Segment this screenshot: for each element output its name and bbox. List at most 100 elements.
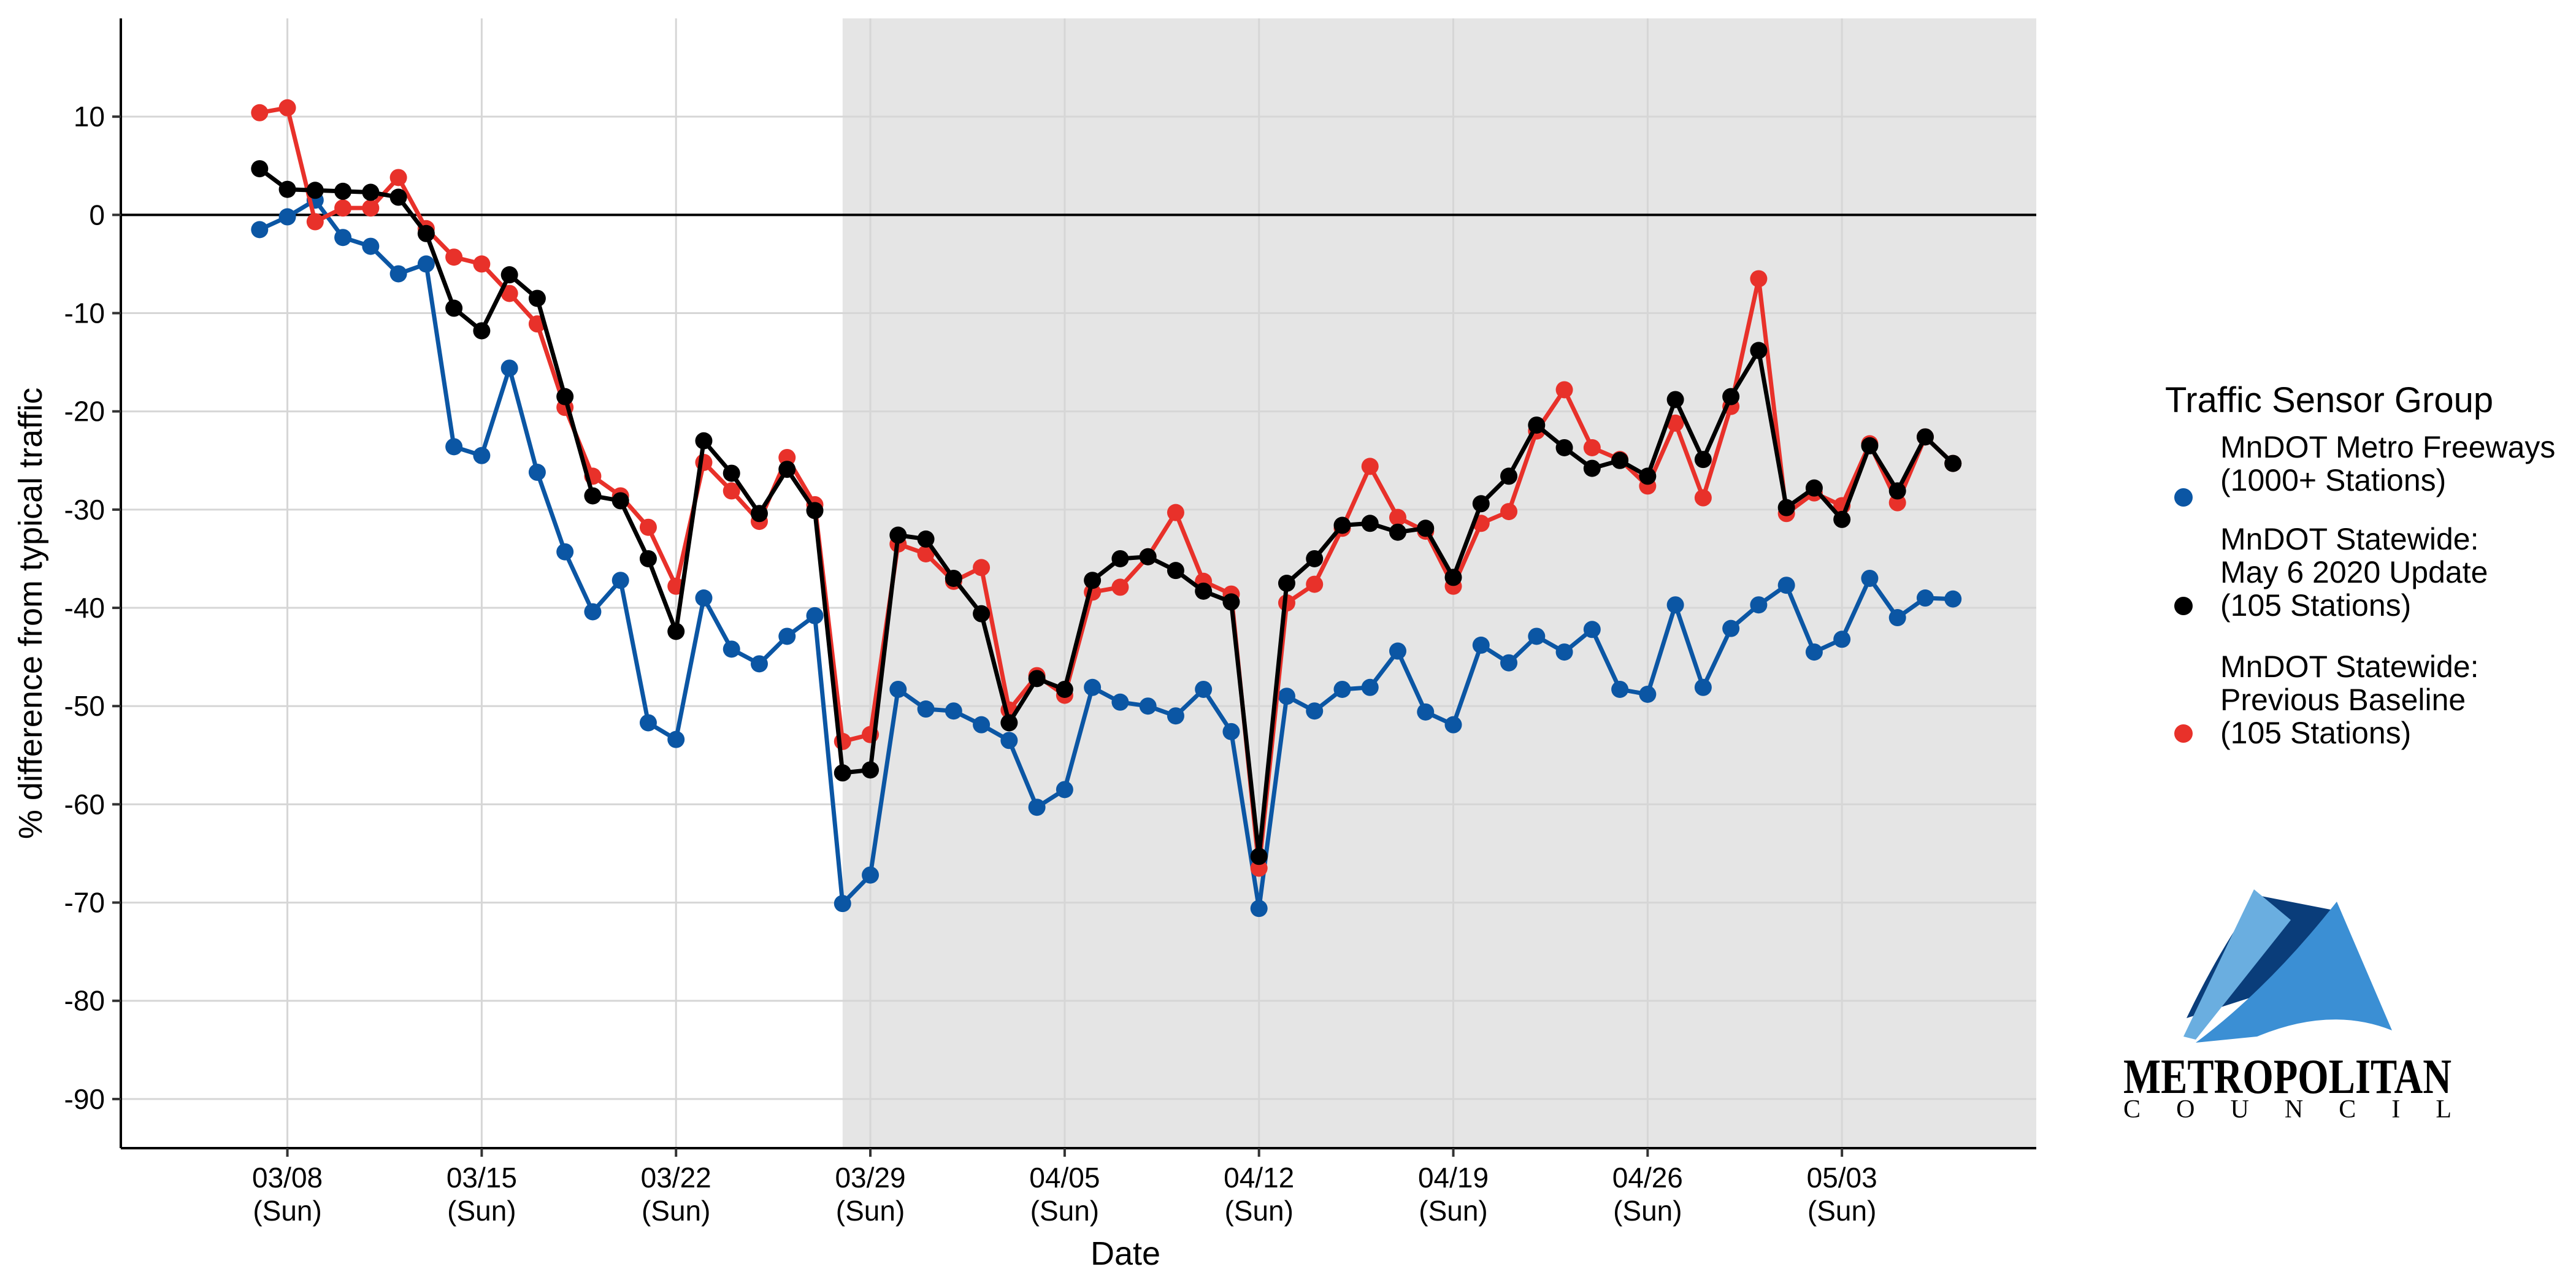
data-point [1611,680,1629,698]
data-point [362,237,380,255]
legend-title: Traffic Sensor Group [2165,380,2493,420]
x-tick-label-day: (Sun) [1807,1195,1876,1227]
data-point [1167,707,1184,725]
data-point [1139,548,1157,565]
data-point [1777,577,1795,594]
y-tick-label: -50 [64,690,105,722]
data-point [1777,499,1795,516]
data-point [445,248,463,266]
data-point [500,266,518,284]
data-point [1056,680,1073,698]
legend-label: (1000+ Stations) [2220,463,2446,497]
data-point [1888,482,1906,500]
data-point [1555,643,1573,661]
data-point [1278,575,1295,592]
data-point [278,208,296,226]
data-point [334,182,352,200]
data-point [362,199,380,217]
data-point [917,700,935,718]
y-tick-label: 0 [89,199,105,231]
data-point [1583,621,1601,638]
data-point [584,487,602,505]
data-point [1944,454,1962,472]
shaded-region [842,18,2036,1148]
data-point [1306,575,1324,593]
data-point [778,627,796,645]
data-point [1111,693,1129,711]
legend-label: MnDOT Statewide: [2220,522,2478,556]
y-tick-label: 10 [74,101,105,132]
data-point [1694,678,1712,696]
x-tick-label-day: (Sun) [1613,1195,1682,1227]
data-point [556,388,574,405]
data-point [1583,439,1601,456]
data-point [751,505,768,523]
data-point [1750,342,1768,359]
data-point [611,492,629,510]
data-point [1639,467,1657,485]
x-tick-label-date: 04/19 [1418,1162,1489,1194]
data-point [917,545,935,562]
data-point [1916,428,1934,446]
data-point [862,866,880,884]
x-tick-label-day: (Sun) [836,1195,905,1227]
y-tick-label: -80 [64,985,105,1017]
data-point [973,605,991,623]
data-point [251,104,269,121]
y-tick-label: -90 [64,1083,105,1115]
data-point [528,464,546,481]
data-point [1195,680,1213,698]
data-point [1361,458,1379,475]
data-point [1750,596,1768,614]
data-point [528,289,546,307]
x-tick-label-date: 04/12 [1224,1162,1294,1194]
x-tick-label-date: 04/26 [1612,1162,1683,1194]
data-point [723,482,740,500]
data-point [1833,631,1851,648]
x-tick-label-day: (Sun) [642,1195,710,1227]
data-point [1805,479,1823,497]
data-point [1250,848,1268,865]
data-point [1250,900,1268,918]
legend-label: MnDOT Metro Freeways [2220,430,2555,464]
data-point [389,169,407,186]
data-point [667,623,685,640]
data-point [1722,619,1740,637]
data-point [1528,416,1546,434]
data-point [1750,270,1768,288]
data-point [473,447,491,464]
data-point [1694,489,1712,507]
data-point [1333,680,1351,698]
data-point [334,229,352,247]
x-tick-label-date: 04/05 [1029,1162,1100,1194]
data-point [1000,714,1018,732]
data-point [362,183,380,201]
series-line [259,105,1955,871]
data-point [778,461,796,478]
data-point [723,464,740,482]
y-tick-label: -30 [64,494,105,526]
y-tick-label: -60 [64,788,105,820]
data-point [1361,515,1379,532]
y-tick-label: -10 [64,297,105,329]
data-point [1944,590,1962,608]
legend-marker [2174,488,2193,507]
data-point [334,199,352,217]
data-point [889,526,907,544]
data-point [806,502,824,519]
data-point [417,224,435,242]
data-point [695,589,713,607]
data-point [1028,670,1046,688]
y-tick-label: -40 [64,592,105,624]
data-point [695,432,713,450]
y-tick-label: -20 [64,396,105,427]
data-point [1000,732,1018,749]
legend: Traffic Sensor Group MnDOT Metro Freeway… [2165,380,2555,750]
data-point [1444,716,1462,734]
legend-label: May 6 2020 Update [2220,555,2488,589]
data-point [556,543,574,561]
plot-area: 100-10-20-30-40-50-60-70-80-90 03/08(Sun… [64,18,2036,1227]
series-line [258,197,1953,911]
data-point [1805,643,1823,661]
data-point [834,764,851,782]
